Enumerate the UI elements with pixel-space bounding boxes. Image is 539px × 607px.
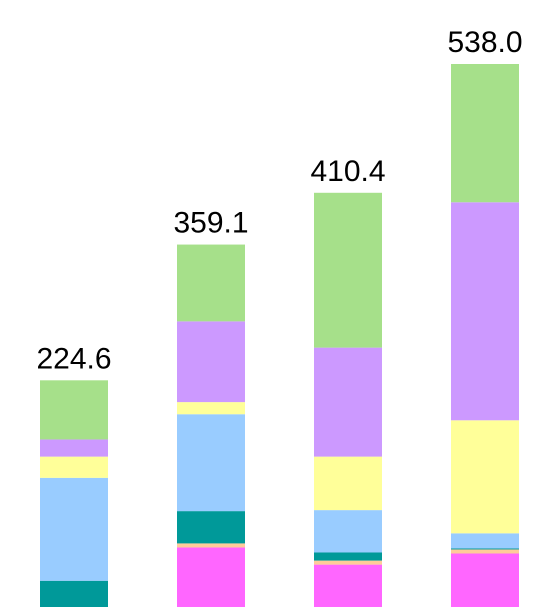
bar-segment (451, 549, 519, 554)
total-label: 538.0 (447, 26, 522, 59)
bar-segment (451, 420, 519, 534)
total-label: 359.1 (173, 207, 248, 240)
bar-segment (314, 347, 382, 457)
bar-segment (451, 533, 519, 549)
bar-segment (177, 321, 245, 403)
bar-segment (314, 560, 382, 565)
bar-segment (40, 580, 108, 607)
bar-segment (177, 547, 245, 607)
bar-segment (177, 244, 245, 322)
bar-segment (314, 564, 382, 607)
bar-segment (451, 548, 519, 550)
bar-segment (314, 510, 382, 553)
total-label: 224.6 (36, 342, 111, 375)
bar-segment (177, 414, 245, 512)
bar-segment (451, 202, 519, 421)
bar-segment (40, 456, 108, 478)
bar-segment (40, 477, 108, 581)
bar-segment (314, 192, 382, 348)
bar-segment (314, 456, 382, 511)
bar-segment (177, 543, 245, 548)
bar-segment (40, 439, 108, 457)
bar-segment (451, 553, 519, 607)
total-label: 410.4 (310, 155, 385, 188)
bar-segment (314, 552, 382, 561)
bar-segment (177, 402, 245, 415)
bar-segment (451, 64, 519, 203)
bar-segment (40, 380, 108, 440)
bar-segment (177, 511, 245, 544)
